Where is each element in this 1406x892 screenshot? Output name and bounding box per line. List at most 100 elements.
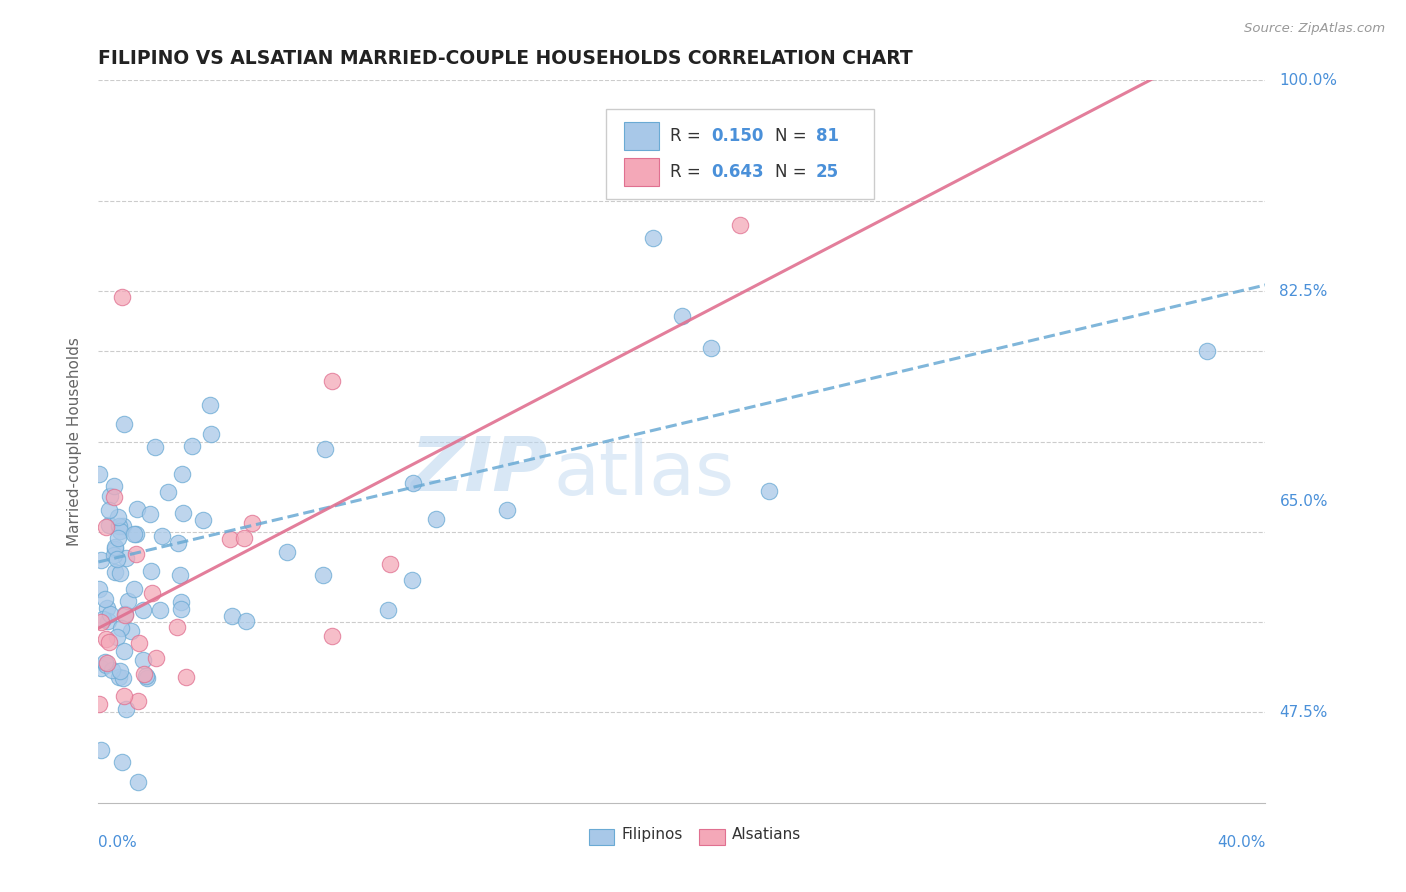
Point [758, 483, 780, 498]
Point [105, 552, 128, 566]
Point [141, 586, 163, 600]
Point [94, 592, 117, 607]
Point [103, 548, 125, 562]
FancyBboxPatch shape [606, 109, 875, 200]
Point [103, 490, 125, 504]
Text: R =: R = [671, 127, 706, 145]
Point [127, 775, 149, 789]
Point [87, 467, 110, 482]
Text: N =: N = [775, 163, 813, 181]
Point [176, 670, 198, 684]
Point [108, 566, 131, 580]
Bar [589, 829, 614, 845]
Point [105, 630, 128, 644]
Point [90, 661, 112, 675]
Point [98, 607, 121, 621]
Point [132, 603, 155, 617]
Point [377, 603, 399, 617]
Text: R =: R = [671, 163, 706, 181]
Point [115, 551, 138, 566]
Point [138, 507, 160, 521]
Point [221, 609, 243, 624]
Point [127, 502, 149, 516]
Text: ZIP: ZIP [411, 434, 548, 507]
Point [641, 230, 664, 244]
Point [120, 624, 142, 638]
Text: 81: 81 [815, 127, 839, 145]
Point [150, 529, 173, 543]
Point [94, 520, 117, 534]
Point [111, 671, 134, 685]
Point [125, 547, 148, 561]
Point [90, 615, 112, 630]
Point [700, 341, 723, 355]
Point [100, 663, 122, 677]
Point [112, 689, 135, 703]
Point [402, 476, 425, 491]
Point [96, 658, 118, 673]
Text: 0.150: 0.150 [711, 127, 763, 145]
Point [134, 667, 156, 681]
Point [111, 756, 134, 770]
Point [312, 568, 335, 582]
Point [97, 635, 120, 649]
Text: 40.0%: 40.0% [1218, 835, 1265, 850]
Point [166, 620, 188, 634]
Point [128, 636, 150, 650]
Point [730, 218, 752, 232]
Point [124, 582, 146, 596]
Point [96, 657, 118, 671]
Text: Alsatians: Alsatians [733, 827, 801, 842]
Point [321, 374, 343, 388]
Point [94, 632, 117, 647]
Point [170, 595, 193, 609]
Point [107, 509, 129, 524]
Point [97, 614, 120, 628]
Point [132, 653, 155, 667]
Point [90, 553, 112, 567]
Text: 100.0%: 100.0% [1279, 73, 1337, 87]
Point [104, 541, 127, 556]
Point [108, 664, 131, 678]
Text: FILIPINO VS ALSATIAN MARRIED-COUPLE HOUSEHOLDS CORRELATION CHART: FILIPINO VS ALSATIAN MARRIED-COUPLE HOUS… [98, 48, 912, 68]
Point [115, 702, 138, 716]
Point [276, 544, 298, 558]
Text: 0.0%: 0.0% [98, 835, 138, 850]
Point [149, 603, 172, 617]
Point [233, 532, 256, 546]
Point [108, 519, 131, 533]
Point [104, 565, 127, 579]
Point [112, 644, 135, 658]
Point [114, 607, 136, 621]
Point [98, 489, 121, 503]
Point [89, 697, 111, 711]
Point [117, 593, 139, 607]
Y-axis label: Married-couple Households: Married-couple Households [67, 337, 83, 546]
Point [193, 513, 215, 527]
Point [127, 694, 149, 708]
Point [145, 440, 167, 454]
Point [103, 479, 125, 493]
Text: 25: 25 [815, 163, 839, 181]
Point [136, 671, 159, 685]
Bar [624, 158, 658, 186]
Point [380, 557, 402, 571]
Text: 82.5%: 82.5% [1279, 284, 1327, 299]
Point [671, 309, 693, 323]
Point [96, 600, 118, 615]
Point [89, 582, 111, 597]
Point [496, 502, 519, 516]
Point [200, 427, 222, 442]
Point [170, 602, 193, 616]
Point [219, 532, 242, 546]
Point [90, 742, 112, 756]
Text: 0.643: 0.643 [711, 163, 763, 181]
Text: atlas: atlas [554, 438, 734, 510]
Text: Source: ZipAtlas.com: Source: ZipAtlas.com [1244, 22, 1385, 36]
Point [198, 398, 221, 412]
Point [125, 527, 148, 541]
Point [169, 568, 191, 582]
Point [135, 669, 157, 683]
Point [111, 290, 134, 304]
Point [167, 536, 190, 550]
